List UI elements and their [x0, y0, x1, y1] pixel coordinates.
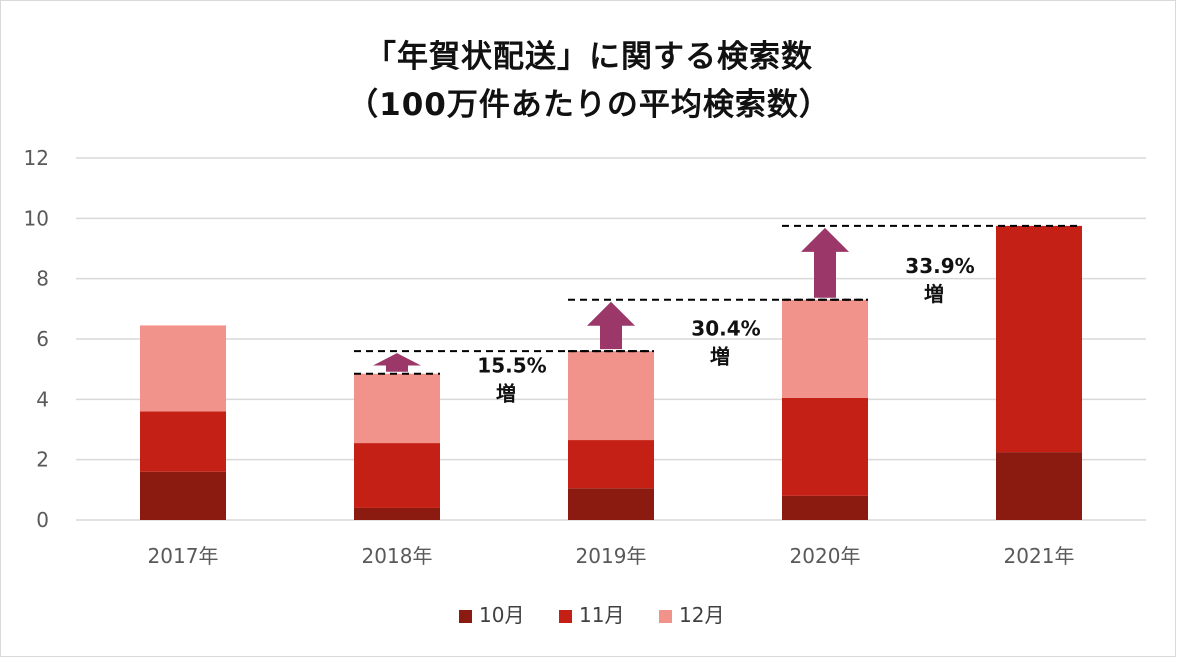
bar-segment — [568, 351, 654, 441]
x-tick-label: 2018年 — [362, 544, 433, 568]
bar-segment — [782, 495, 868, 520]
x-tick-label: 2020年 — [790, 544, 861, 568]
legend-swatch — [559, 610, 572, 623]
legend-label: 11月 — [579, 603, 624, 627]
bar-segment — [568, 440, 654, 489]
bar-segment — [782, 299, 868, 398]
y-tick-label: 10 — [24, 206, 49, 230]
bar-segment — [354, 507, 440, 520]
growth-percent-label: 15.5% — [477, 353, 546, 377]
growth-percent-label: 33.9% — [905, 254, 974, 278]
y-tick-label: 8 — [36, 267, 49, 291]
bar-segment — [140, 411, 226, 472]
y-tick-label: 6 — [36, 327, 49, 351]
bar-segment — [568, 488, 654, 520]
chart-subtitle: （100万件あたりの平均検索数） — [347, 87, 831, 123]
bar-segment — [140, 325, 226, 412]
y-tick-label: 4 — [36, 387, 49, 411]
legend-label: 10月 — [479, 603, 524, 627]
y-tick-label: 2 — [36, 448, 49, 472]
bar-segment — [354, 373, 440, 444]
chart-title: 「年賀状配送」に関する検索数 — [365, 39, 813, 75]
y-tick-label: 12 — [24, 146, 49, 170]
legend-label: 12月 — [679, 603, 724, 627]
legend-swatch — [659, 610, 672, 623]
bar-segment — [996, 225, 1082, 453]
bar-segment — [996, 452, 1082, 520]
growth-word-label: 増 — [924, 282, 944, 306]
growth-arrow-icon — [801, 227, 849, 298]
growth-word-label: 増 — [710, 344, 730, 368]
x-tick-label: 2017年 — [148, 544, 219, 568]
y-tick-label: 0 — [36, 508, 49, 532]
bar-segment — [140, 471, 226, 520]
x-tick-label: 2021年 — [1004, 544, 1075, 568]
growth-arrow-icon — [587, 301, 635, 350]
bar-segment — [782, 397, 868, 496]
growth-word-label: 増 — [496, 381, 516, 405]
growth-arrow-icon — [373, 353, 421, 372]
bar-segment — [354, 443, 440, 508]
growth-percent-label: 30.4% — [691, 316, 760, 340]
legend-swatch — [459, 610, 472, 623]
x-tick-label: 2019年 — [576, 544, 647, 568]
